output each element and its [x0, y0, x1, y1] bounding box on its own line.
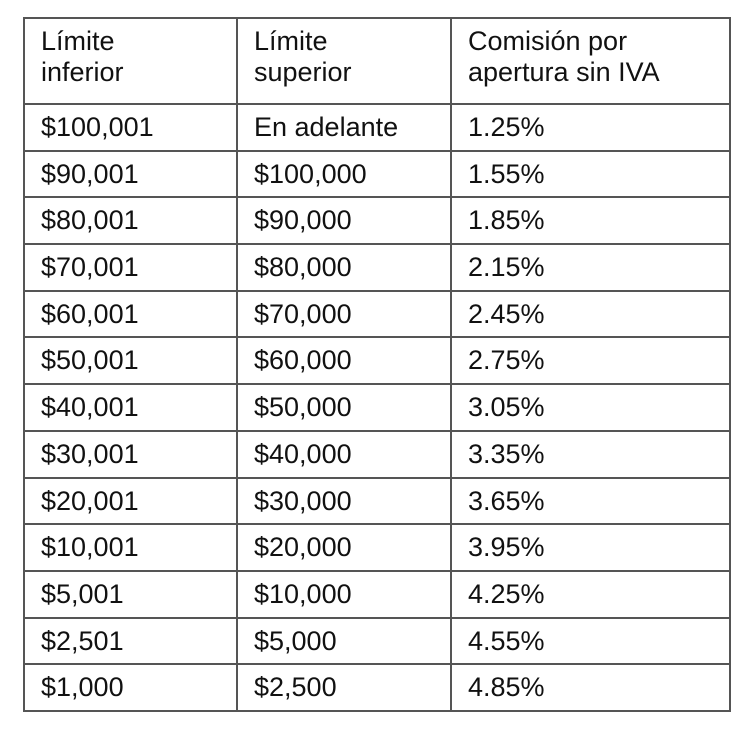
cell-upper-limit: $50,000 — [236, 383, 452, 432]
cell-upper-limit: $30,000 — [236, 476, 452, 526]
header-commission-line2: apertura sin IVA — [468, 57, 660, 87]
table-row: $70,001 $80,000 2.15% — [23, 243, 731, 292]
cell-lower-limit: $1,000 — [23, 663, 238, 712]
table-row: $5,001 $10,000 4.25% — [23, 569, 731, 619]
table-row: $90,001 $100,000 1.55% — [23, 149, 731, 199]
cell-lower-limit: $100,001 — [23, 103, 238, 152]
cell-lower-limit: $5,001 — [23, 569, 238, 619]
cell-lower-limit: $20,001 — [23, 476, 238, 526]
header-upper-limit-line1: Límite — [254, 26, 328, 56]
cell-upper-limit: $100,000 — [236, 149, 452, 199]
header-upper-limit: Límite superior — [236, 17, 452, 105]
cell-commission: 3.65% — [450, 476, 731, 526]
header-lower-limit-line1: Límite — [41, 26, 115, 56]
cell-commission: 1.55% — [450, 149, 731, 199]
cell-commission: 1.25% — [450, 103, 731, 152]
cell-upper-limit: $90,000 — [236, 196, 452, 246]
table-row: $1,000 $2,500 4.85% — [23, 663, 731, 712]
table-row: $50,001 $60,000 2.75% — [23, 336, 731, 386]
cell-commission: 4.25% — [450, 569, 731, 619]
table-row: $80,001 $90,000 1.85% — [23, 196, 731, 246]
cell-upper-limit: $70,000 — [236, 289, 452, 339]
cell-upper-limit: $10,000 — [236, 569, 452, 619]
cell-lower-limit: $70,001 — [23, 243, 238, 292]
table-row: $20,001 $30,000 3.65% — [23, 476, 731, 526]
cell-upper-limit: $80,000 — [236, 243, 452, 292]
cell-commission: 3.05% — [450, 383, 731, 432]
commission-table: Límite inferior Límite superior Comisión… — [23, 17, 731, 712]
cell-lower-limit: $30,001 — [23, 429, 238, 479]
cell-lower-limit: $50,001 — [23, 336, 238, 386]
cell-commission: 3.35% — [450, 429, 731, 479]
cell-lower-limit: $60,001 — [23, 289, 238, 339]
header-lower-limit: Límite inferior — [23, 17, 238, 105]
cell-commission: 2.75% — [450, 336, 731, 386]
cell-commission: 4.85% — [450, 663, 731, 712]
cell-commission: 2.45% — [450, 289, 731, 339]
table-row: $10,001 $20,000 3.95% — [23, 523, 731, 572]
commission-table-container: Límite inferior Límite superior Comisión… — [23, 17, 731, 712]
cell-lower-limit: $80,001 — [23, 196, 238, 246]
cell-commission: 1.85% — [450, 196, 731, 246]
cell-upper-limit: $20,000 — [236, 523, 452, 572]
table-header-row: Límite inferior Límite superior Comisión… — [23, 17, 731, 105]
header-commission: Comisión por apertura sin IVA — [450, 17, 731, 105]
table-row: $2,501 $5,000 4.55% — [23, 616, 731, 666]
cell-upper-limit: $5,000 — [236, 616, 452, 666]
cell-commission: 3.95% — [450, 523, 731, 572]
cell-commission: 4.55% — [450, 616, 731, 666]
header-commission-line1: Comisión por — [468, 26, 628, 56]
table-row: $30,001 $40,000 3.35% — [23, 429, 731, 479]
cell-lower-limit: $2,501 — [23, 616, 238, 666]
cell-commission: 2.15% — [450, 243, 731, 292]
cell-upper-limit: $2,500 — [236, 663, 452, 712]
cell-upper-limit: $60,000 — [236, 336, 452, 386]
cell-upper-limit: $40,000 — [236, 429, 452, 479]
header-lower-limit-line2: inferior — [41, 57, 124, 87]
header-upper-limit-line2: superior — [254, 57, 352, 87]
table-row: $60,001 $70,000 2.45% — [23, 289, 731, 339]
cell-lower-limit: $10,001 — [23, 523, 238, 572]
cell-lower-limit: $90,001 — [23, 149, 238, 199]
cell-upper-limit: En adelante — [236, 103, 452, 152]
table-row: $40,001 $50,000 3.05% — [23, 383, 731, 432]
cell-lower-limit: $40,001 — [23, 383, 238, 432]
table-row: $100,001 En adelante 1.25% — [23, 103, 731, 152]
